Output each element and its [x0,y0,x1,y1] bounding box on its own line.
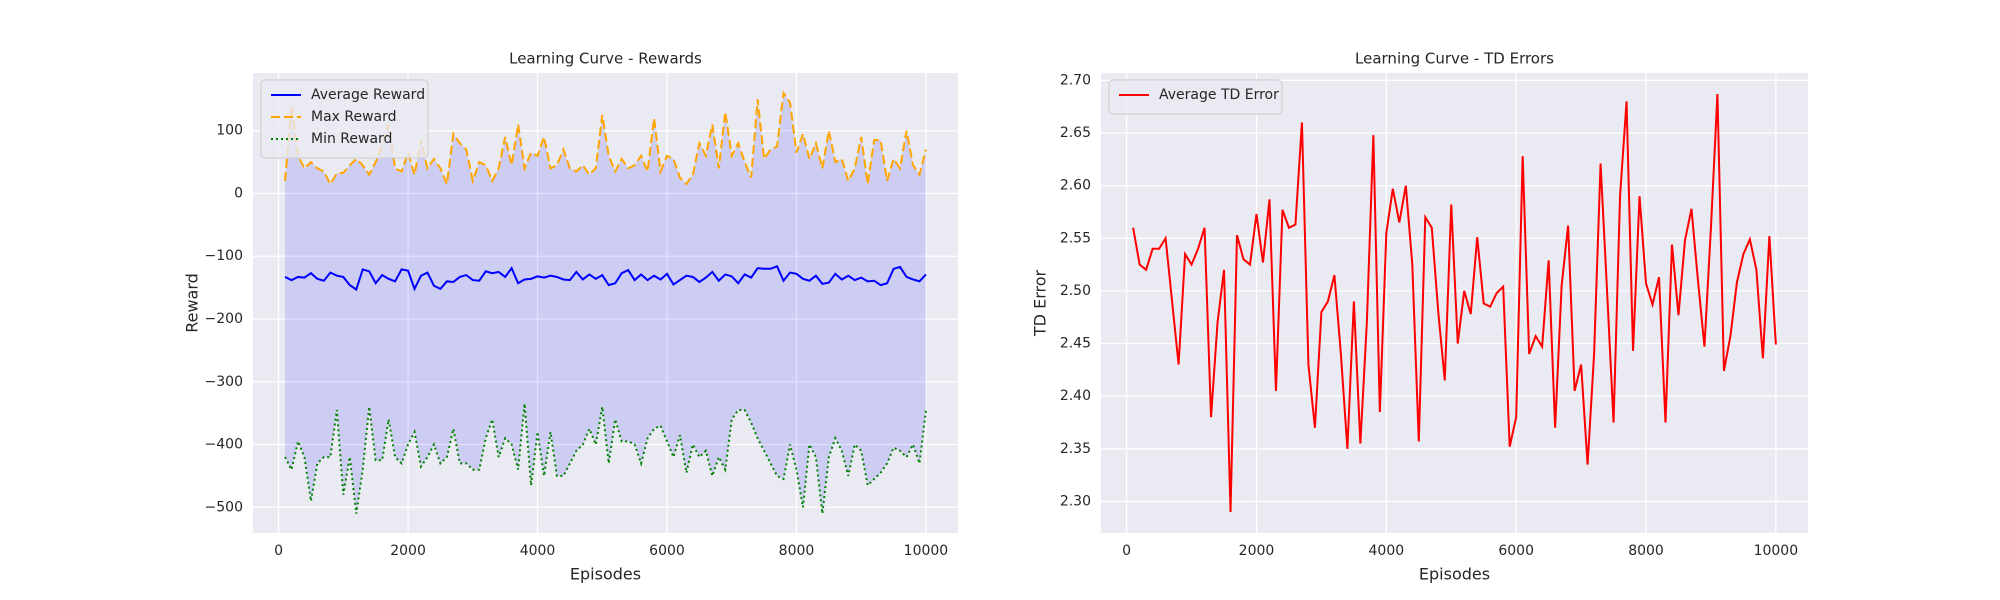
x-tick-label: 6000 [1498,543,1534,559]
y-tick-label: −100 [205,248,243,264]
legend: Average TD Error [1108,79,1283,115]
x-tick-label: 10000 [1754,543,1799,559]
y-tick-label: 0 [234,185,243,201]
x-axis-label: Episodes [1419,565,1490,584]
y-tick-label: 2.55 [1060,230,1091,246]
x-tick-label: 8000 [779,543,815,559]
series-line [284,265,927,292]
x-tick-label: 8000 [1628,543,1664,559]
legend-label: Max Reward [311,109,397,125]
y-tick-label: −400 [205,437,243,453]
y-tick-label: 100 [216,123,243,139]
y-tick-label: 2.30 [1060,493,1091,509]
y-tick-label: −300 [205,374,243,390]
y-tick-label: 2.35 [1060,441,1091,457]
x-tick-label: 4000 [520,543,556,559]
y-tick-label: 2.50 [1060,283,1091,299]
fill-area [285,93,926,514]
x-tick-label: 0 [274,543,283,559]
y-axis-label: TD Error [1031,269,1050,337]
y-tick-label: 2.65 [1060,125,1091,141]
y-tick-label: 2.60 [1060,178,1091,194]
y-axis-label: Reward [183,273,202,333]
legend-label: Average Reward [311,87,425,103]
legend-box [260,79,429,159]
legend-box [1108,79,1283,115]
y-tick-label: 2.70 [1060,72,1091,88]
x-axis-label: Episodes [570,565,641,584]
plot-area [1101,73,1808,533]
x-tick-label: 0 [1122,543,1131,559]
series-line [284,403,927,514]
x-tick-label: 2000 [1239,543,1275,559]
legend-label: Average TD Error [1159,87,1279,103]
x-tick-label: 6000 [649,543,685,559]
chart-title: Learning Curve - Rewards [509,50,702,68]
y-tick-label: −500 [205,499,243,515]
chart-title: Learning Curve - TD Errors [1355,50,1554,68]
x-tick-label: 2000 [390,543,426,559]
y-tick-label: 2.45 [1060,336,1091,352]
series-line [1132,94,1777,512]
y-tick-label: 2.40 [1060,388,1091,404]
legend-label: Min Reward [311,131,392,147]
y-tick-label: −200 [205,311,243,327]
legend: Average Reward Max Reward Min Reward [260,79,429,159]
x-tick-label: 4000 [1369,543,1405,559]
x-tick-label: 10000 [904,543,949,559]
